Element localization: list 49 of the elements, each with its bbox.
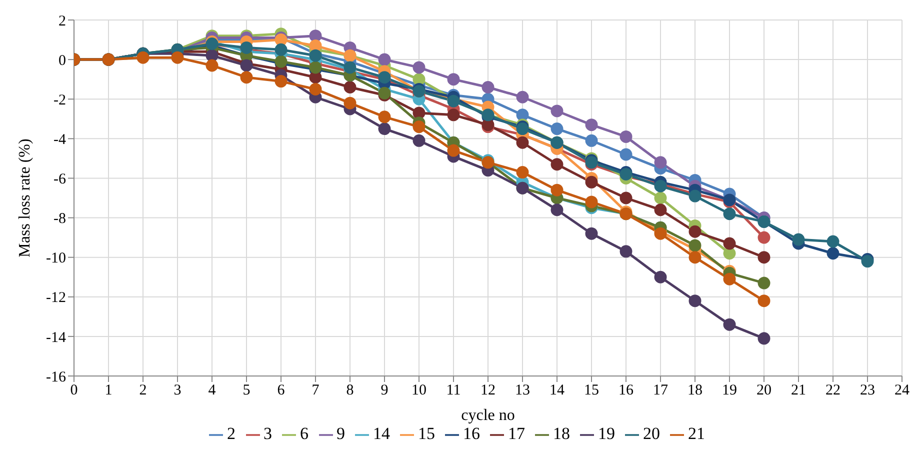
legend-label: 16: [463, 424, 480, 443]
x-tick-label: 22: [826, 382, 840, 399]
x-tick-label: 11: [446, 382, 461, 399]
x-tick-label: 0: [70, 382, 78, 399]
y-axis-title: Mass loss rate (%): [16, 138, 34, 258]
x-tick-label: 16: [618, 382, 634, 399]
legend-label: 9: [336, 424, 345, 443]
y-tick-label: -12: [46, 290, 66, 306]
x-tick-label: 1: [104, 382, 112, 399]
x-tick-label: 6: [277, 382, 286, 399]
x-tick-label: 13: [515, 382, 530, 399]
x-tick-label: 12: [480, 382, 496, 399]
legend-label: 19: [598, 424, 615, 443]
x-tick-label: 2: [139, 382, 147, 399]
x-tick-label: 23: [860, 382, 875, 399]
legend-label: 2: [227, 424, 236, 443]
x-tick-label: 17: [653, 382, 668, 399]
legend-label: 14: [373, 424, 390, 443]
y-tick-label: -8: [54, 211, 66, 228]
x-tick-label: 20: [756, 382, 772, 399]
legend-label: 18: [553, 424, 570, 443]
x-tick-label: 8: [346, 382, 354, 399]
x-tick-label: 21: [791, 382, 806, 399]
legend-label: 20: [643, 424, 660, 443]
y-tick-label: -10: [46, 250, 66, 267]
y-tick-label: 0: [58, 52, 66, 69]
x-tick-label: 15: [584, 382, 599, 399]
y-tick-label: -6: [54, 172, 66, 188]
x-tick-label: 14: [550, 382, 565, 399]
legend-label: 21: [688, 424, 705, 443]
y-tick-label: -14: [46, 330, 66, 346]
x-tick-label: 5: [242, 382, 250, 399]
x-tick-label: 19: [722, 382, 737, 399]
y-tick-label: -2: [54, 92, 66, 108]
x-tick-label: 9: [380, 382, 388, 399]
x-tick-label: 3: [174, 382, 182, 399]
x-tick-label: 10: [412, 382, 426, 399]
y-tick-label: -16: [46, 369, 66, 386]
x-tick-label: 7: [312, 382, 320, 399]
y-tick-label: 2: [58, 13, 66, 30]
legend-label: 15: [418, 424, 435, 443]
x-tick-label: 4: [208, 382, 216, 399]
x-tick-label: 24: [894, 382, 910, 399]
legend-label: 3: [264, 424, 272, 443]
x-axis-title: cycle no: [461, 407, 515, 424]
y-tick-label: -4: [54, 132, 66, 148]
x-tick-label: 18: [688, 382, 702, 399]
legend-label: 6: [300, 424, 308, 443]
legend-label: 17: [508, 424, 525, 443]
